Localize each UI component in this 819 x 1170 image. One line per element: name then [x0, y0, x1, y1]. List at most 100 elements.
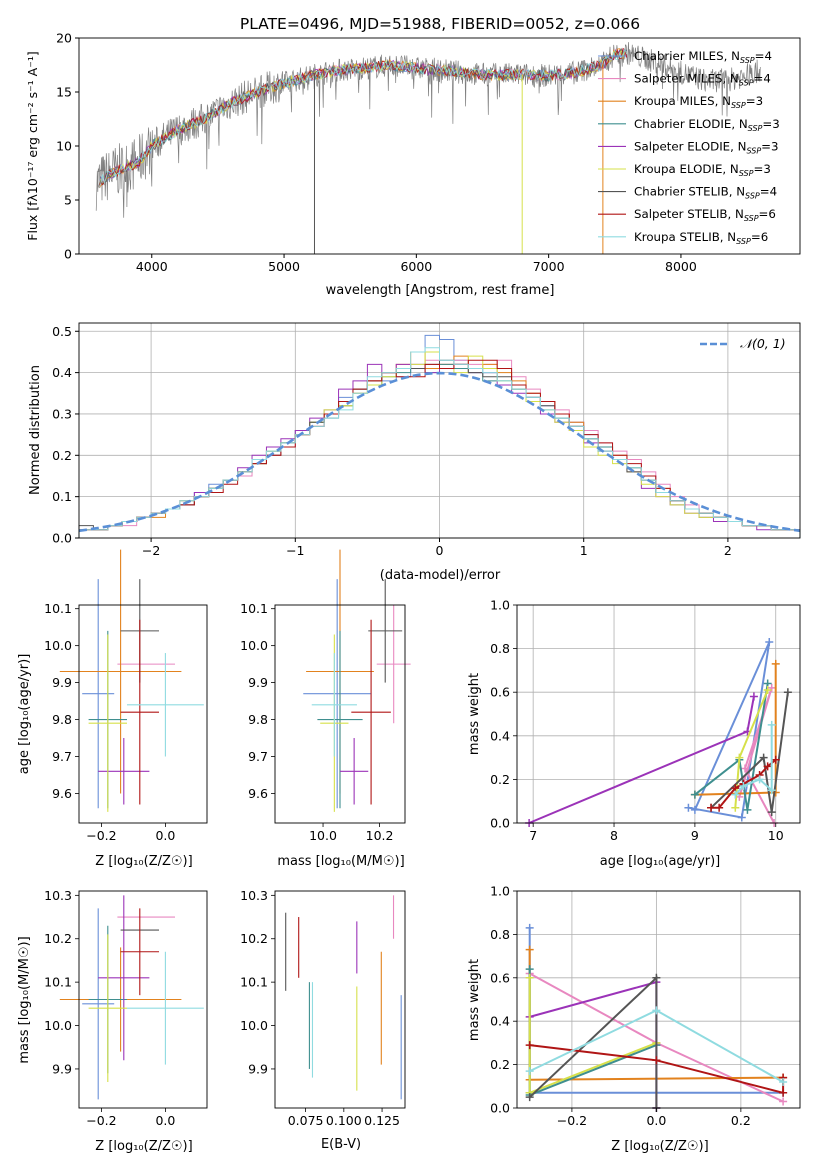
- plus-marker: [763, 762, 772, 771]
- model-spectrum-kroupa-stelib: [98, 47, 628, 188]
- spectrum-panel: PLATE=0496, MJD=51988, FIBERID=0052, z=0…: [25, 15, 801, 298]
- mass-vs-metallicity-panel: −0.2 0.0 9.9 10.0 10.1 10.2 10.3: [44, 888, 208, 1128]
- residual-histograms: [78, 334, 801, 538]
- plus-marker: [525, 965, 534, 974]
- plus-marker: [765, 638, 774, 647]
- residual-x-label: (data-model)/error: [380, 568, 501, 583]
- x-tick-label: −0.2: [86, 1113, 116, 1128]
- plus-marker: [749, 692, 758, 701]
- age-vs-metallicity-panel: −0.2 0.0 9.6 9.7 9.8 9.9 10.0 10.1: [44, 549, 208, 843]
- plus-marker: [525, 945, 534, 954]
- legend-label: Salpeter ELODIE, NSSP=3: [634, 139, 779, 155]
- tick-group: −0.2 0.0 9.6 9.7 9.8 9.9 10.0 10.1: [44, 601, 175, 843]
- plus-marker: [525, 1041, 534, 1050]
- x-tick-label: 0.2: [731, 1113, 751, 1128]
- plus-marker: [767, 786, 776, 795]
- p4-x-label: mass [log₁₀(M/M☉)]: [277, 854, 404, 869]
- x-tick-label: −0.2: [86, 828, 116, 843]
- legend-label: Kroupa ELODIE, NSSP=3: [634, 162, 771, 178]
- plus-marker: [652, 1006, 661, 1015]
- y-tick-label: 9.9: [248, 675, 268, 690]
- plot-area: [525, 923, 788, 1112]
- plus-marker: [743, 805, 752, 814]
- y-tick-label: 0.2: [52, 448, 72, 463]
- plus-marker: [767, 683, 776, 692]
- y-tick-label: 0.0: [490, 1101, 510, 1116]
- x-tick-label: 6000: [400, 259, 432, 274]
- x-tick-label: −1: [286, 543, 304, 558]
- y-tick-label: 10.3: [44, 888, 72, 903]
- spectrum-traces: [95, 42, 761, 254]
- y-tick-label: 10: [56, 139, 72, 154]
- plus-marker: [737, 813, 746, 822]
- y-tick-label: 5: [64, 193, 72, 208]
- plus-marker: [779, 1097, 788, 1106]
- p6-x-label: Z [log₁₀(Z/Z☉)]: [95, 1139, 192, 1154]
- x-tick-label: 4000: [136, 259, 168, 274]
- x-tick-label: 0.0: [155, 1113, 175, 1128]
- y-tick-label: 0.1: [52, 489, 72, 504]
- y-tick-label: 10.1: [240, 601, 268, 616]
- p3-y-label: age [log₁₀(age/yr)]: [17, 654, 32, 775]
- plus-marker: [779, 1088, 788, 1097]
- y-tick-label: 9.6: [52, 786, 72, 801]
- axes-frame: [516, 890, 801, 1109]
- plus-marker: [690, 790, 699, 799]
- y-tick-label: 1.0: [490, 884, 510, 899]
- p8-y-label: mass weight: [467, 959, 482, 1041]
- residual-y-label: Normed distribution: [28, 365, 43, 495]
- plot-area: [285, 895, 402, 1100]
- x-tick-label: 5000: [268, 259, 300, 274]
- legend-label: Chabrier STELIB, NSSP=4: [634, 185, 777, 201]
- mass-vs-extinction-panel: 0.075 0.100 0.125 9.9 10.0 10.1 10.2 10.3: [240, 888, 406, 1128]
- y-tick-label: 0.5: [52, 324, 72, 339]
- residual-panel: −2 −1 0 1 2 0.0 0.1 0.2 0.3 0.4 0.5 𝒩(0, 1) (data-…: [28, 322, 801, 583]
- p6-y-label: mass [log₁₀(M/M☉)]: [17, 936, 32, 1063]
- y-tick-label: 0.8: [490, 927, 510, 942]
- observed-spectrum: [95, 42, 761, 218]
- plus-marker: [525, 1067, 534, 1076]
- plus-marker: [771, 659, 780, 668]
- tick-group: 0.075 0.100 0.125 9.9 10.0 10.1 10.2 10.3: [240, 888, 400, 1128]
- model-spectrum-chabrier-stelib: [98, 47, 627, 188]
- plus-marker: [731, 803, 740, 812]
- plus-marker: [525, 1093, 534, 1102]
- legend-label: Kroupa MILES, NSSP=3: [634, 94, 763, 110]
- y-tick-label: 0.4: [490, 728, 510, 743]
- y-tick-label: 10.0: [44, 638, 72, 653]
- x-tick-label: 10: [768, 828, 784, 843]
- tick-group: −0.2 0.0 0.2 0.0 0.2 0.4 0.6 0.8 1.0: [490, 884, 751, 1129]
- weight-vs-metallicity-panel: −0.2 0.0 0.2 0.0 0.2 0.4 0.6 0.8 1.0: [490, 884, 801, 1129]
- spectrum-legend: Chabrier MILES, NSSP=4 Salpeter MILES, NS…: [598, 49, 780, 246]
- y-tick-label: 10.1: [44, 601, 72, 616]
- plus-marker: [652, 973, 661, 982]
- plus-marker: [741, 764, 750, 773]
- y-tick-label: 15: [56, 85, 72, 100]
- plus-marker: [715, 803, 724, 812]
- y-tick-label: 9.9: [248, 1061, 268, 1076]
- tick-group: 7 8 9 10 0.0 0.2 0.4 0.6 0.8 1.0: [490, 598, 784, 844]
- x-tick-label: 0.0: [646, 1113, 666, 1128]
- spectrum-x-label: wavelength [Angstrom, rest frame]: [326, 283, 555, 298]
- axes-frame: [274, 604, 406, 824]
- y-tick-label: 0.0: [490, 816, 510, 831]
- p3-x-label: Z [log₁₀(Z/Z☉)]: [95, 854, 192, 869]
- p5-x-label: age [log₁₀(age/yr)]: [600, 854, 721, 869]
- y-tick-label: 0.3: [52, 406, 72, 421]
- x-tick-label: −2: [142, 543, 160, 558]
- y-tick-label: 0.4: [52, 365, 72, 380]
- plus-marker: [652, 1056, 661, 1065]
- plus-marker: [779, 1077, 788, 1086]
- weight-vs-age-panel: 7 8 9 10 0.0 0.2 0.4 0.6 0.8 1.0: [490, 598, 801, 844]
- y-tick-label: 0.4: [490, 1014, 510, 1029]
- tick-group: −0.2 0.0 9.9 10.0 10.1 10.2 10.3: [44, 888, 175, 1128]
- y-tick-label: 0.2: [490, 772, 510, 787]
- y-tick-label: 10.0: [240, 638, 268, 653]
- age-vs-mass-panel: 10.0 10.2 9.6 9.7 9.8 9.9 10.0 10.1: [240, 549, 411, 843]
- y-tick-label: 10.3: [240, 888, 268, 903]
- plus-marker: [771, 755, 780, 764]
- axes-frame: [274, 890, 406, 1109]
- x-tick-label: 9: [691, 828, 699, 843]
- x-tick-label: 0.100: [326, 1113, 362, 1128]
